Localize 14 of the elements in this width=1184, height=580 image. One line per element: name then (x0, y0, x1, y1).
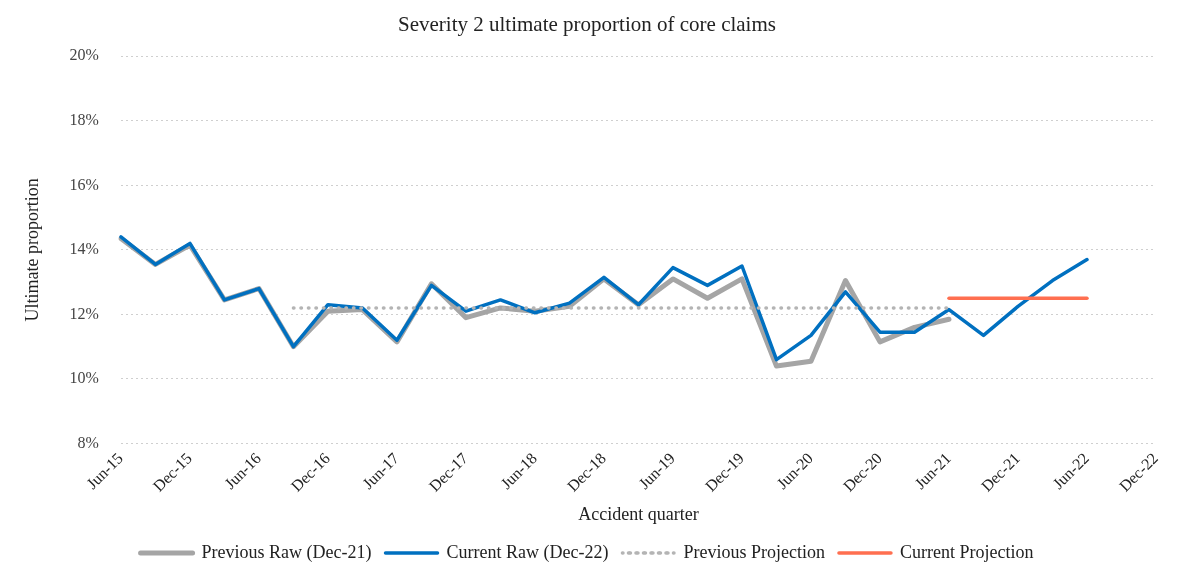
y-axis-title: Ultimate proportion (21, 178, 42, 322)
y-tick-label: 20% (69, 46, 99, 64)
y-tick-label: 14% (69, 240, 99, 258)
y-tick-label: 18% (69, 110, 99, 128)
y-tick-label: 10% (69, 369, 99, 387)
legend-label: Previous Raw (Dec-21) (201, 541, 372, 563)
legend-label: Current Projection (899, 541, 1034, 562)
y-tick-label: 8% (77, 433, 99, 451)
legend-label: Current Raw (Dec-22) (446, 541, 609, 563)
chart-title: Severity 2 ultimate proportion of core claims (398, 12, 776, 37)
legend-label: Previous Projection (683, 541, 825, 562)
y-tick-label: 16% (69, 175, 99, 193)
x-axis-title: Accident quarter (578, 503, 699, 524)
y-tick-label: 12% (69, 304, 99, 322)
